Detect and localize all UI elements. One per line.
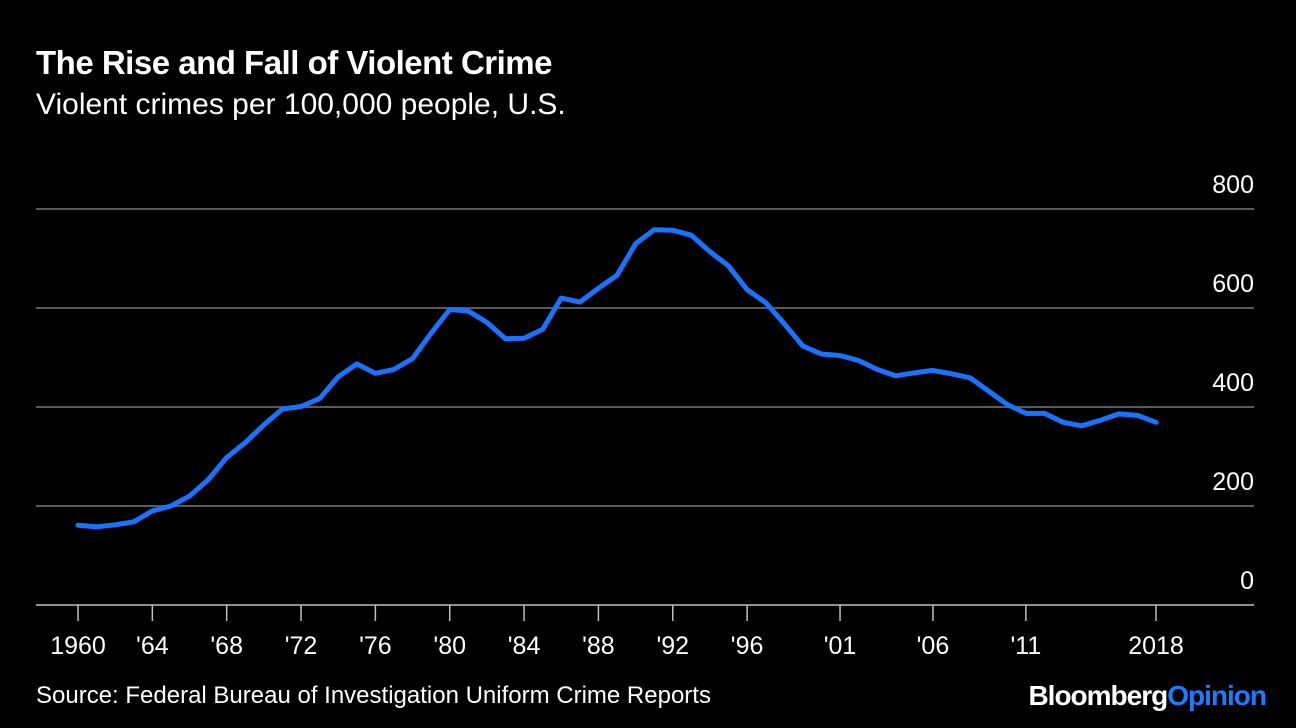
- y-tick-label: 200: [1212, 468, 1254, 496]
- x-tick-label: '96: [731, 632, 764, 660]
- x-tick-label: '06: [917, 632, 950, 660]
- data-point-1993: [689, 233, 694, 238]
- data-point-2006: [931, 368, 936, 373]
- x-tick-label: '64: [136, 632, 169, 660]
- bloomberg-opinion-logo: BloombergOpinion: [1028, 680, 1267, 712]
- x-tick-label: '88: [582, 632, 615, 660]
- data-point-1972: [299, 404, 304, 409]
- chart-subtitle: Violent crimes per 100,000 people, U.S.: [36, 88, 566, 121]
- data-point-2010: [1005, 402, 1010, 407]
- data-point-2000: [819, 352, 824, 357]
- data-point-1971: [280, 407, 285, 412]
- data-point-2011: [1023, 411, 1028, 416]
- data-point-2009: [986, 389, 991, 394]
- data-point-1988: [596, 286, 601, 291]
- x-tick-label: '76: [359, 632, 392, 660]
- x-tick-label: 2018: [1128, 632, 1184, 660]
- data-point-1994: [707, 249, 712, 254]
- data-point-1960: [76, 523, 81, 528]
- x-tick-label: '68: [210, 632, 243, 660]
- x-tick-label: '80: [433, 632, 466, 660]
- data-point-1978: [410, 356, 415, 361]
- x-tick-label: '84: [508, 632, 541, 660]
- gridlines: [36, 208, 1254, 606]
- data-point-1981: [466, 309, 471, 314]
- data-point-2008: [968, 375, 973, 380]
- data-point-1996: [745, 287, 750, 292]
- data-point-1985: [540, 327, 545, 332]
- data-point-1986: [559, 296, 564, 301]
- data-point-1987: [577, 300, 582, 305]
- data-point-1977: [392, 367, 397, 372]
- data-point-1984: [522, 336, 527, 341]
- y-tick-label: 400: [1212, 369, 1254, 397]
- data-point-1963: [131, 519, 136, 524]
- data-point-1961: [94, 524, 99, 529]
- series-line-violent-crime-rate: [75, 227, 1159, 530]
- data-point-1991: [652, 227, 657, 232]
- x-axis-tick-labels: 1960 '64 '68 '72 '76 '80 '84 '88 '92 '96 '01 '06 '11…: [50, 605, 1184, 660]
- data-point-1964: [150, 508, 155, 513]
- chart-title: The Rise and Fall of Violent Crime: [36, 44, 553, 81]
- data-point-1966: [187, 494, 192, 499]
- x-tick-label: '01: [824, 632, 857, 660]
- y-tick-label: 800: [1212, 171, 1254, 199]
- data-point-1969: [243, 440, 248, 445]
- y-tick-label: 600: [1212, 270, 1254, 298]
- data-point-1962: [113, 522, 118, 527]
- data-point-1990: [633, 241, 638, 246]
- data-point-2014: [1079, 423, 1084, 428]
- data-point-2007: [949, 371, 954, 376]
- x-tick-label: '11: [1011, 632, 1042, 660]
- data-point-2012: [1042, 411, 1047, 416]
- data-point-2005: [912, 370, 917, 375]
- data-point-1970: [261, 422, 266, 427]
- data-point-2016: [1116, 411, 1121, 416]
- data-point-2002: [856, 358, 861, 363]
- data-point-1967: [206, 477, 211, 482]
- data-point-2003: [875, 367, 880, 372]
- data-point-2017: [1135, 413, 1140, 418]
- data-point-1989: [615, 273, 620, 278]
- data-point-2004: [893, 373, 898, 378]
- logo-opinion-text: Opinion: [1167, 680, 1267, 711]
- data-point-2018: [1154, 420, 1159, 425]
- data-point-1968: [224, 455, 229, 460]
- data-point-1975: [354, 361, 359, 366]
- x-tick-label: '92: [656, 632, 689, 660]
- data-point-1973: [317, 396, 322, 401]
- series-layer: [75, 227, 1159, 530]
- data-point-2013: [1061, 420, 1066, 425]
- data-point-1976: [373, 371, 378, 376]
- data-point-1979: [429, 331, 434, 336]
- data-point-1980: [447, 307, 452, 312]
- data-point-2015: [1098, 418, 1103, 423]
- data-point-1995: [726, 263, 731, 268]
- y-axis-tick-labels: 0 200 400 600 800: [1212, 171, 1254, 595]
- data-point-1998: [782, 321, 787, 326]
- data-point-1999: [800, 344, 805, 349]
- data-point-1965: [168, 504, 173, 509]
- data-point-1983: [503, 336, 508, 341]
- data-point-1974: [336, 374, 341, 379]
- data-point-1992: [670, 228, 675, 233]
- y-tick-label: 0: [1240, 567, 1254, 595]
- logo-bloomberg-text: Bloomberg: [1028, 680, 1168, 711]
- data-point-1997: [763, 300, 768, 305]
- x-tick-label: '72: [285, 632, 318, 660]
- source-note: Source: Federal Bureau of Investigation …: [36, 682, 711, 709]
- x-tick-label: 1960: [50, 632, 106, 660]
- data-point-2001: [838, 353, 843, 358]
- data-point-1982: [484, 320, 489, 325]
